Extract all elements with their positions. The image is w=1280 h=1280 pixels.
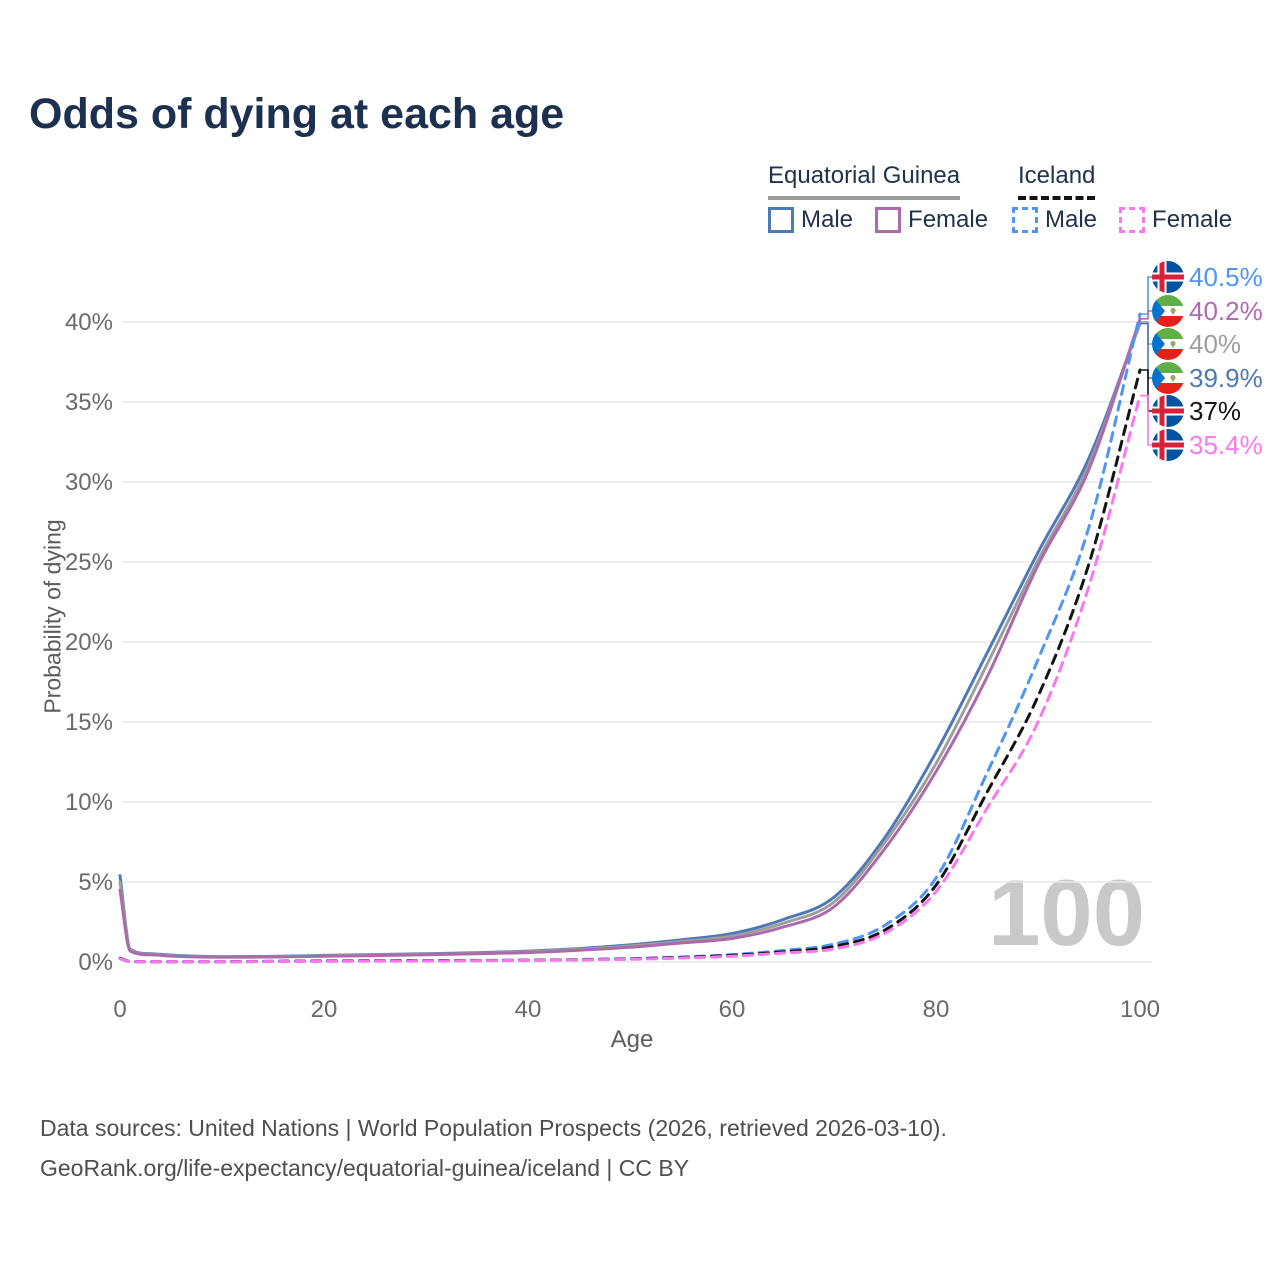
x-tick-label: 80	[923, 996, 950, 1023]
equatorial-guinea-flag-icon	[1152, 295, 1184, 327]
hover-age-watermark: 100	[988, 860, 1145, 965]
footer-attribution: GeoRank.org/life-expectancy/equatorial-g…	[40, 1155, 690, 1181]
legend-group-iceland: Iceland	[1018, 162, 1096, 200]
legend-row-iceland: Male Female	[1012, 206, 1232, 234]
end-label-leader-line	[1140, 310, 1152, 320]
x-tick-label: 0	[113, 996, 126, 1023]
series-line-equatorial-guinea-male[interactable]	[118, 322, 1142, 959]
legend-group-equatorial-guinea: Equatorial Guinea	[768, 162, 961, 200]
legend-item-eg-male[interactable]: Male	[768, 206, 853, 234]
page-title: Odds of dying at each age	[29, 90, 565, 138]
legend-label-iceland-male: Male	[1045, 206, 1098, 233]
footer-data-sources: Data sources: United Nations | World Pop…	[40, 1115, 947, 1141]
x-axis-title: Age	[610, 1026, 654, 1053]
x-tick-label: 20	[311, 996, 338, 1023]
x-tick-label: 100	[1120, 996, 1160, 1023]
series-line-iceland-male[interactable]	[118, 312, 1142, 964]
end-label-value: 40.2%	[1189, 296, 1263, 326]
end-label-value: 40.5%	[1189, 262, 1263, 292]
legend-swatch-eg-female-icon	[875, 207, 902, 233]
y-tick-label: 35%	[65, 389, 113, 416]
end-label-leader-line	[1140, 276, 1152, 315]
footer: Data sources: United Nations | World Pop…	[40, 1108, 947, 1188]
y-tick-label: 0%	[78, 949, 113, 976]
legend-item-iceland-male[interactable]: Male	[1012, 206, 1097, 234]
end-label-leader-line	[1140, 394, 1152, 446]
legend-swatch-iceland-female-icon	[1119, 207, 1146, 233]
legend-header-equatorial-guinea[interactable]: Equatorial Guinea	[768, 162, 961, 200]
equatorial-guinea-flag-icon	[1152, 328, 1184, 360]
x-tick-label: 40	[515, 996, 542, 1023]
end-label-leader-line	[1140, 322, 1152, 379]
y-tick-label: 25%	[65, 549, 113, 576]
y-tick-label: 30%	[65, 469, 113, 496]
end-label-leader-line	[1140, 369, 1152, 412]
y-tick-label: 40%	[65, 309, 113, 336]
legend-label-iceland-female: Female	[1152, 206, 1233, 233]
y-tick-label: 10%	[65, 789, 113, 816]
end-label-value: 39.9%	[1189, 363, 1263, 393]
legend-header-iceland[interactable]: Iceland	[1018, 162, 1096, 200]
iceland-flag-icon	[1152, 395, 1184, 427]
y-tick-label: 15%	[65, 709, 113, 736]
legend-row-equatorial-guinea: Male Female	[768, 206, 988, 234]
y-axis-title: Probability of dying	[39, 519, 66, 714]
iceland-flag-icon	[1152, 429, 1184, 461]
legend-swatch-iceland-male-icon	[1012, 207, 1038, 233]
legend-label-eg-female: Female	[908, 206, 989, 233]
y-tick-label: 20%	[65, 629, 113, 656]
end-label-value: 35.4%	[1189, 430, 1263, 460]
iceland-flag-icon	[1152, 261, 1184, 293]
legend-label-eg-male: Male	[801, 206, 854, 233]
equatorial-guinea-flag-icon	[1152, 362, 1184, 394]
legend-swatch-eg-male-icon	[768, 207, 794, 233]
series-line-iceland-female[interactable]	[118, 394, 1142, 964]
end-label-value: 37%	[1189, 396, 1241, 426]
legend-item-eg-female[interactable]: Female	[875, 206, 988, 234]
end-label-leader-line	[1140, 321, 1152, 345]
legend-item-iceland-female[interactable]: Female	[1119, 206, 1232, 234]
series-line-equatorial-guinea-female[interactable]	[118, 317, 1142, 959]
y-tick-label: 5%	[78, 869, 113, 896]
x-tick-label: 60	[719, 996, 746, 1023]
end-label-value: 40%	[1189, 329, 1241, 359]
series-line-equatorial-guinea-total[interactable]	[118, 320, 1142, 959]
